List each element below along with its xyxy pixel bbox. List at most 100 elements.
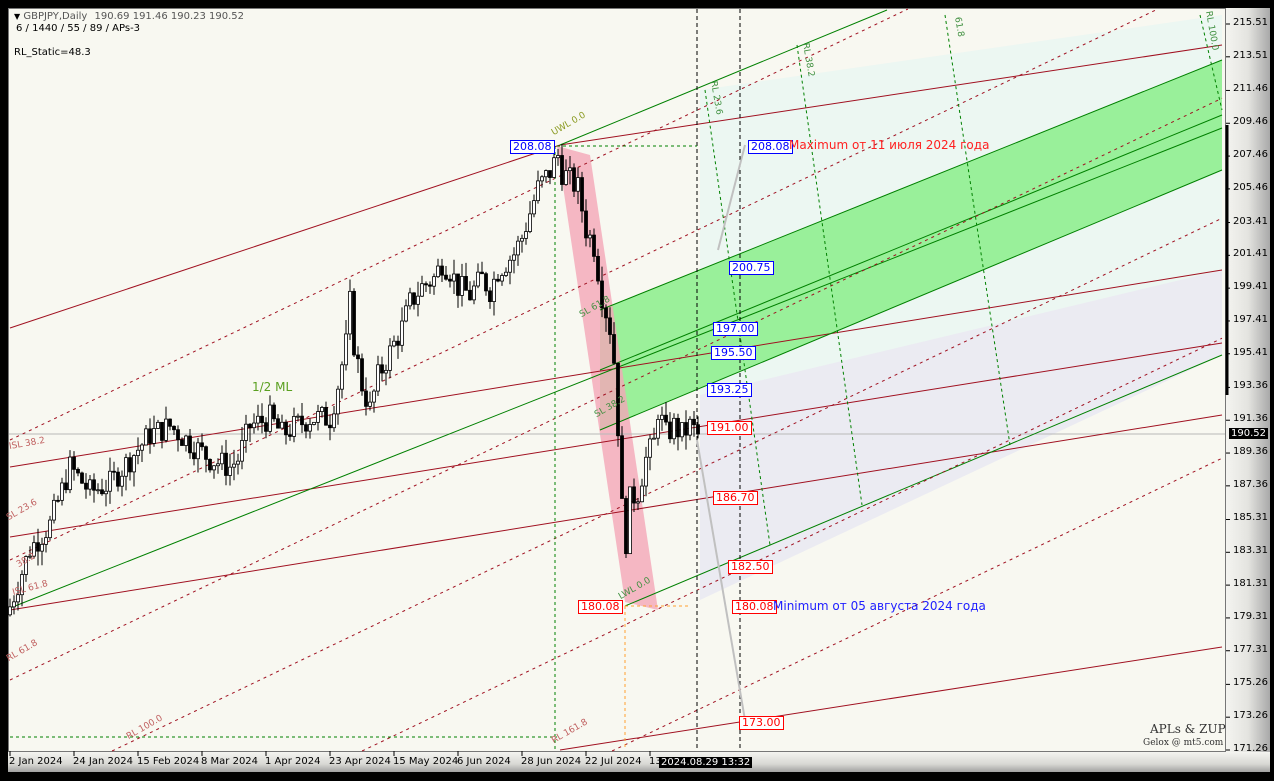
bullish-candle xyxy=(416,295,420,305)
bullish-candle xyxy=(152,428,156,444)
price-level-label-min-right[interactable]: 180.08 xyxy=(732,600,777,614)
bullish-candle xyxy=(516,240,520,256)
projection-line xyxy=(717,144,746,251)
bearish-candle xyxy=(80,472,84,484)
bullish-candle xyxy=(344,333,348,366)
price-level-label-max-left[interactable]: 208.08 xyxy=(510,140,555,154)
bearish-candle xyxy=(428,284,432,287)
bullish-candle xyxy=(268,404,272,432)
bearish-candle xyxy=(64,482,68,491)
bullish-candle xyxy=(196,442,200,460)
bearish-candle xyxy=(36,542,40,552)
bullish-candle xyxy=(28,555,32,558)
time-axis[interactable] xyxy=(8,752,1270,772)
bearish-candle xyxy=(676,417,680,438)
fib-level-label: 1/2 ML xyxy=(252,380,293,394)
collapse-triangle-icon[interactable]: ▼ xyxy=(14,12,21,21)
bullish-candle xyxy=(140,444,144,451)
bearish-candle xyxy=(260,415,264,424)
bullish-candle xyxy=(520,237,524,242)
bullish-candle xyxy=(492,278,496,302)
bearish-candle xyxy=(624,498,628,555)
bearish-candle xyxy=(276,418,280,429)
bearish-candle xyxy=(224,452,228,476)
bullish-candle xyxy=(688,418,692,436)
bullish-candle xyxy=(368,401,372,407)
projection-line xyxy=(696,439,746,721)
bullish-candle xyxy=(544,170,548,178)
bullish-candle xyxy=(568,167,572,172)
bullish-candle xyxy=(500,275,504,282)
bullish-candle xyxy=(16,594,20,603)
green-channel-zone xyxy=(600,60,1222,430)
bearish-candle xyxy=(116,471,120,487)
bullish-candle xyxy=(408,292,412,307)
bullish-candle xyxy=(308,424,312,432)
red-trend-line xyxy=(559,646,1223,751)
bearish-candle xyxy=(204,446,208,460)
bearish-candle xyxy=(440,265,444,276)
bearish-candle xyxy=(288,434,292,437)
bearish-candle xyxy=(616,362,620,437)
bullish-candle xyxy=(508,259,512,273)
bullish-candle xyxy=(384,369,388,374)
bearish-candle xyxy=(328,424,332,429)
price-tick-label: 205.46 xyxy=(1233,181,1268,193)
maximum-annotation: Maximum от 11 июля 2024 года xyxy=(789,138,990,152)
bullish-candle xyxy=(212,465,216,471)
price-tick-label: 185.31 xyxy=(1233,512,1268,524)
price-tick-label: 179.31 xyxy=(1233,610,1268,622)
bearish-candle xyxy=(364,390,368,407)
bearish-candle xyxy=(148,428,152,444)
price-level-label-l186[interactable]: 186.70 xyxy=(713,491,758,505)
bearish-candle xyxy=(100,489,104,495)
bullish-candle xyxy=(60,482,64,501)
bullish-candle xyxy=(656,419,660,439)
bullish-candle xyxy=(644,456,648,487)
bearish-candle xyxy=(572,167,576,192)
current-price-label: 190.52 xyxy=(1229,428,1268,439)
price-tick-label: 211.46 xyxy=(1233,83,1268,95)
price-level-label-l197[interactable]: 197.00 xyxy=(713,322,758,336)
bullish-candle xyxy=(312,421,316,425)
price-axis[interactable] xyxy=(1226,8,1270,772)
watermark-subtitle: Gelox @ mt5.com xyxy=(1143,738,1224,748)
bearish-candle xyxy=(208,458,212,471)
bearish-candle xyxy=(584,210,588,239)
price-level-label-l195[interactable]: 195.50 xyxy=(711,346,756,360)
price-tick-label: 215.51 xyxy=(1233,17,1268,28)
time-tick-label: 8 Mar 2024 xyxy=(201,756,259,767)
price-level-label-l200[interactable]: 200.75 xyxy=(729,261,774,275)
price-tick-label: 195.41 xyxy=(1233,346,1268,358)
red-dashed-line xyxy=(9,8,1159,561)
price-level-label-l173[interactable]: 173.00 xyxy=(739,716,784,730)
red-dashed-line xyxy=(111,217,1223,752)
bullish-candle xyxy=(680,422,684,438)
bearish-candle xyxy=(264,422,268,432)
bullish-candle xyxy=(124,457,128,477)
time-tick-label: 23 Apr 2024 xyxy=(329,756,391,767)
lavender-zone xyxy=(700,270,1222,600)
bullish-candle xyxy=(652,437,656,440)
bearish-candle xyxy=(580,177,584,212)
bearish-candle xyxy=(352,290,356,356)
price-tick-label: 193.36 xyxy=(1233,380,1268,392)
bearish-candle xyxy=(200,442,204,448)
price-tick-label: 197.41 xyxy=(1233,313,1268,325)
bullish-candle xyxy=(136,449,140,456)
bearish-candle xyxy=(468,289,472,301)
price-level-label-l191[interactable]: 191.00 xyxy=(707,421,752,435)
bullish-candle xyxy=(88,479,92,490)
bearish-candle xyxy=(464,276,468,291)
price-level-label-max-right[interactable]: 208.08 xyxy=(748,140,793,154)
price-level-label-l193[interactable]: 193.25 xyxy=(707,383,752,397)
price-level-label-l182[interactable]: 182.50 xyxy=(728,560,773,574)
bearish-candle xyxy=(192,452,196,460)
bullish-candle xyxy=(216,463,220,467)
bullish-candle xyxy=(244,423,248,441)
price-level-label-min-left[interactable]: 180.08 xyxy=(578,600,623,614)
red-dashed-line xyxy=(9,8,909,441)
bearish-candle xyxy=(188,435,192,454)
bullish-candle xyxy=(400,320,404,346)
